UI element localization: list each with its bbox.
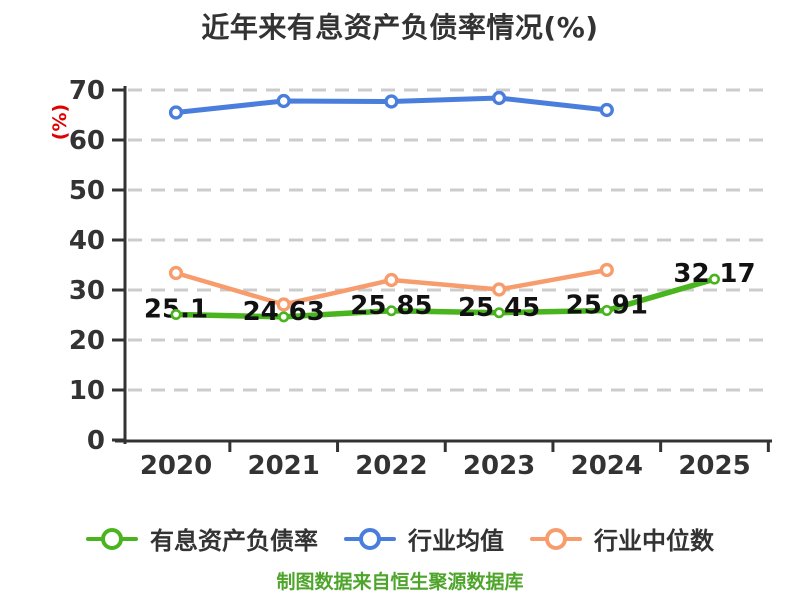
legend-label: 行业中位数 bbox=[594, 527, 714, 555]
data-point[interactable] bbox=[170, 308, 182, 320]
legend-item-3[interactable]: 行业中位数 bbox=[530, 521, 714, 556]
chart-title: 近年来有息资产负债率情况(%) bbox=[201, 11, 599, 44]
data-point[interactable] bbox=[384, 272, 399, 288]
footer-credit: 制图数据来自恒生聚源数据库 bbox=[276, 571, 524, 593]
data-point[interactable] bbox=[492, 282, 507, 297]
data-point[interactable] bbox=[276, 297, 291, 312]
legend-marker-icon bbox=[530, 527, 582, 551]
data-point[interactable] bbox=[599, 102, 614, 118]
data-point[interactable] bbox=[708, 273, 720, 285]
data-point[interactable] bbox=[492, 90, 507, 106]
line-chart-canvas: 0102030405060702020202120222023202420252… bbox=[69, 76, 772, 481]
x-tick-label: 2025 bbox=[678, 451, 750, 481]
legend-label: 行业均值 bbox=[408, 527, 504, 555]
data-point[interactable] bbox=[385, 305, 397, 317]
y-tick-label: 70 bbox=[69, 76, 105, 106]
x-tick-label: 2024 bbox=[571, 451, 643, 481]
data-point[interactable] bbox=[168, 265, 184, 281]
data-point[interactable] bbox=[276, 93, 291, 109]
x-tick-label: 2022 bbox=[355, 451, 427, 481]
legend-circle bbox=[545, 527, 567, 550]
series-line-1 bbox=[173, 276, 718, 320]
y-tick-label: 30 bbox=[69, 276, 105, 306]
legend-item-2[interactable]: 行业均值 bbox=[344, 521, 504, 556]
y-tick-label: 0 bbox=[87, 426, 105, 456]
data-point[interactable] bbox=[599, 262, 614, 278]
legend-item-1[interactable]: 有息资产负债率 bbox=[86, 521, 318, 556]
y-tick-label: 60 bbox=[69, 126, 105, 156]
legend-marker-icon bbox=[86, 527, 138, 551]
data-point[interactable] bbox=[384, 94, 399, 109]
y-tick-label: 10 bbox=[69, 376, 105, 406]
legend-marker-icon bbox=[344, 527, 396, 551]
data-point[interactable] bbox=[601, 304, 613, 316]
y-tick-label: 50 bbox=[69, 176, 105, 206]
data-point[interactable] bbox=[278, 311, 290, 323]
chart-legend: 有息资产负债率 行业均值 行业中位数 bbox=[0, 521, 800, 556]
y-tick-label: 20 bbox=[69, 326, 105, 356]
data-point[interactable] bbox=[493, 307, 505, 319]
y-tick-label: 40 bbox=[69, 226, 105, 256]
data-point[interactable] bbox=[168, 105, 184, 120]
x-tick-label: 2021 bbox=[248, 451, 320, 481]
legend-circle bbox=[359, 527, 381, 550]
x-tick-label: 2023 bbox=[463, 451, 535, 481]
x-tick-label: 2020 bbox=[140, 451, 212, 481]
legend-circle bbox=[101, 527, 123, 550]
legend-label: 有息资产负债率 bbox=[150, 527, 318, 555]
